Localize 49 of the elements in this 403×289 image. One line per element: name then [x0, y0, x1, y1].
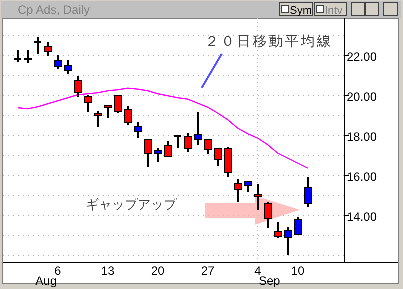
y-tick-label: 14.00 [347, 210, 378, 224]
candlestick [154, 147, 162, 163]
candlestick [194, 111, 202, 146]
candlestick [134, 121, 142, 139]
x-tick-label: 13 [101, 264, 115, 278]
candlestick [94, 110, 102, 128]
candlestick [14, 49, 22, 63]
x-tick-label: 4 [254, 264, 262, 278]
candlestick [34, 36, 42, 55]
candlestick [84, 94, 92, 113]
candlestick [104, 104, 112, 119]
x-tick-label: 10 [291, 264, 305, 278]
candlestick [254, 183, 262, 211]
text: Aug [36, 274, 57, 288]
candlestick [64, 59, 72, 75]
candlestick [24, 49, 32, 64]
y-tick-label: 18.00 [347, 130, 378, 144]
picture-window-button: Intv [314, 2, 348, 17]
ref-line-label: Sep [259, 274, 281, 288]
candlestick [174, 135, 182, 149]
candlestick [224, 146, 232, 178]
picture-window-button: Sym [280, 2, 314, 17]
line-series [17, 88, 309, 169]
candlestick [294, 216, 302, 236]
y-tick-label: 16.00 [347, 170, 378, 184]
chart-title: Cp Ads, Daily [18, 3, 90, 17]
candlestick [264, 201, 272, 229]
x-tick-label: 6 [54, 264, 62, 278]
candlestick [164, 140, 172, 158]
candlestick [54, 54, 62, 70]
annotation: ギャップアップ [86, 197, 178, 212]
candlestick [114, 95, 122, 114]
candlestick [284, 226, 292, 256]
y-tick-label: 22.00 [347, 50, 378, 64]
x-tick-label: 27 [201, 264, 215, 278]
candlestick [124, 105, 132, 126]
candlestick [184, 132, 192, 153]
candlestick [44, 41, 52, 57]
candlestick [274, 221, 282, 239]
candlestick [204, 139, 212, 155]
candlestick [214, 147, 222, 167]
y-tick-label: 20.00 [347, 90, 378, 104]
candlestick [234, 178, 242, 203]
candlestick [304, 176, 312, 208]
candlestick [244, 181, 252, 193]
candlestick [144, 139, 152, 168]
annotation: ２０日移動平均線 [205, 33, 333, 49]
x-tick-label: 20 [151, 264, 165, 278]
candlestick [74, 75, 82, 98]
